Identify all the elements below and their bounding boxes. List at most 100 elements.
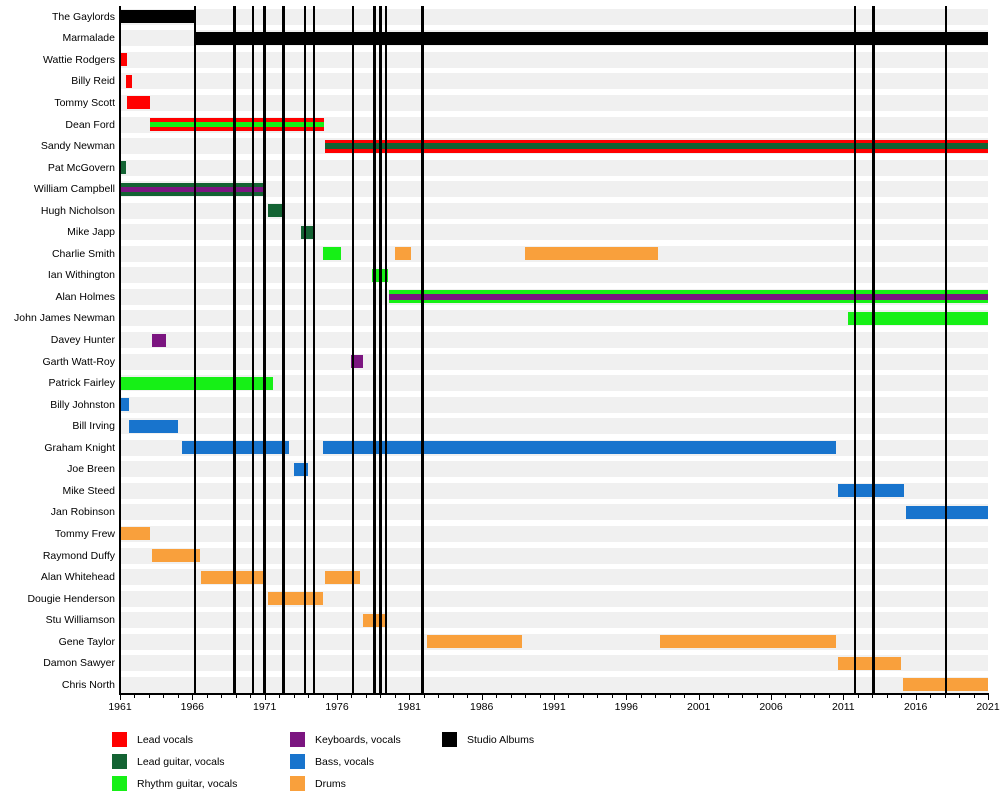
- x-tick-minor: [785, 694, 787, 698]
- timeline-bar: [322, 247, 342, 261]
- timeline-bar: [120, 161, 126, 175]
- x-tick-major: [120, 694, 121, 700]
- row-label-marmalade: Marmalade: [62, 32, 115, 45]
- row-label-mike-japp: Mike Japp: [67, 226, 115, 239]
- x-tick-major: [481, 694, 483, 700]
- row-band: [120, 418, 988, 435]
- timeline-bar: [325, 139, 988, 153]
- timeline-bar: [151, 549, 200, 563]
- legend-label: Rhythm guitar, vocals: [137, 777, 238, 790]
- bar-segment-bass: [128, 419, 178, 433]
- x-tick-minor: [279, 694, 281, 698]
- x-tick-minor: [380, 694, 382, 698]
- legend-item-rhythm-guitar-vocals[interactable]: Rhythm guitar, vocals: [112, 774, 237, 792]
- x-tick-major: [988, 694, 989, 700]
- x-tick-minor: [148, 694, 150, 698]
- timeline-bar: [120, 182, 267, 196]
- x-tick-major: [264, 694, 266, 700]
- row-band: [120, 461, 988, 478]
- row-band: [120, 8, 988, 25]
- x-tick-label: 1986: [469, 701, 494, 713]
- row-band: [120, 633, 988, 650]
- legend-swatch-icon: [290, 732, 305, 747]
- row-band: [120, 181, 988, 198]
- timeline-bar: [267, 204, 285, 218]
- x-axis-spine: [119, 693, 989, 695]
- bar-segment-lead-guitar: [325, 143, 988, 149]
- legend-label: Lead guitar, vocals: [137, 755, 225, 768]
- x-tick-minor: [582, 694, 584, 698]
- row-label-charlie-smith: Charlie Smith: [51, 247, 115, 260]
- legend-swatch-icon: [290, 754, 305, 769]
- x-tick-minor: [423, 694, 425, 698]
- bar-segment-drums: [120, 527, 151, 541]
- legend-item-bass-vocals[interactable]: Bass, vocals: [290, 752, 401, 771]
- bar-segment-lead-vocals: [125, 74, 132, 88]
- timeline-bar: [394, 247, 411, 261]
- legend-label: Studio Albums: [467, 733, 535, 746]
- legend-item-keyboards-vocals[interactable]: Keyboards, vocals: [290, 730, 401, 749]
- row-label-tommy-frew: Tommy Frew: [54, 527, 115, 540]
- row-label-mike-steed: Mike Steed: [62, 484, 115, 497]
- studio-album-line: [384, 6, 388, 693]
- legend-item-lead-vocals[interactable]: Lead vocals: [112, 730, 237, 749]
- x-tick-minor: [742, 694, 744, 698]
- row-label-dean-ford: Dean Ford: [65, 118, 115, 131]
- x-tick-major: [192, 694, 194, 700]
- x-tick-label: 1971: [252, 701, 277, 713]
- row-band: [120, 375, 988, 392]
- row-label-hugh-nicholson: Hugh Nicholson: [40, 204, 115, 217]
- bar-segment-lead-guitar: [120, 161, 126, 175]
- x-tick-minor: [611, 694, 613, 698]
- x-tick-minor: [799, 694, 801, 698]
- studio-album-line: [251, 6, 255, 693]
- legend-label: Lead vocals: [137, 733, 194, 746]
- row-label-billy-reid: Billy Reid: [71, 75, 115, 88]
- x-tick-minor: [293, 694, 295, 698]
- x-tick-minor: [467, 694, 469, 698]
- studio-album-line: [853, 6, 857, 693]
- timeline-bar: [351, 355, 364, 369]
- x-tick-minor: [814, 694, 816, 698]
- studio-album-line: [944, 6, 948, 693]
- x-tick-major: [698, 694, 700, 700]
- row-band: [120, 94, 988, 111]
- legend-swatch-icon: [112, 754, 127, 769]
- legend-item-lead-guitar-vocals[interactable]: Lead guitar, vocals: [112, 752, 237, 771]
- x-tick-minor: [322, 694, 324, 698]
- x-tick-major: [915, 694, 917, 700]
- bar-segment-lead-guitar: [267, 204, 285, 218]
- x-tick-minor: [177, 694, 179, 698]
- x-tick-minor: [539, 694, 541, 698]
- bar-segment-lead-vocals: [120, 53, 128, 67]
- legend-item-studio-albums[interactable]: Studio Albums: [442, 730, 534, 749]
- timeline-bar: [195, 31, 988, 45]
- x-tick-minor: [872, 694, 874, 698]
- row-band: [120, 396, 988, 413]
- x-tick-minor: [438, 694, 440, 698]
- x-tick-label: 1961: [108, 701, 132, 713]
- legend-item-drums[interactable]: Drums: [290, 774, 401, 792]
- x-tick-minor: [308, 694, 310, 698]
- bar-segment-drums: [659, 635, 837, 649]
- x-tick-minor: [944, 694, 946, 698]
- row-band: [120, 655, 988, 672]
- studio-album-line: [373, 6, 376, 693]
- x-tick-minor: [452, 694, 454, 698]
- bar-segment-drums: [325, 570, 361, 584]
- row-band: [120, 267, 988, 284]
- x-tick-minor: [828, 694, 830, 698]
- x-tick-minor: [394, 694, 396, 698]
- bar-segment-studio-albums: [195, 31, 988, 45]
- row-band: [120, 73, 988, 90]
- timeline-bar: [127, 96, 151, 110]
- row-band: [120, 612, 988, 629]
- bar-segment-bass: [120, 398, 129, 412]
- x-tick-minor: [756, 694, 758, 698]
- x-tick-minor: [973, 694, 975, 698]
- studio-album-line: [263, 6, 266, 693]
- row-label-wattie-rodgers: Wattie Rodgers: [43, 53, 115, 66]
- studio-album-line: [312, 6, 316, 693]
- x-tick-minor: [134, 694, 136, 698]
- x-tick-minor: [640, 694, 642, 698]
